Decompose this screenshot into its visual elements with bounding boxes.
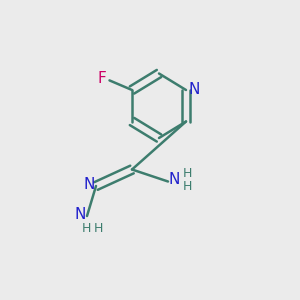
Text: H: H [183, 180, 192, 194]
Text: N: N [169, 172, 180, 188]
Text: H: H [82, 221, 91, 235]
Text: H: H [183, 167, 192, 180]
Text: H: H [94, 221, 103, 235]
Text: N: N [189, 82, 200, 98]
Text: N: N [75, 207, 86, 222]
Text: F: F [98, 71, 106, 86]
Text: N: N [84, 177, 95, 192]
